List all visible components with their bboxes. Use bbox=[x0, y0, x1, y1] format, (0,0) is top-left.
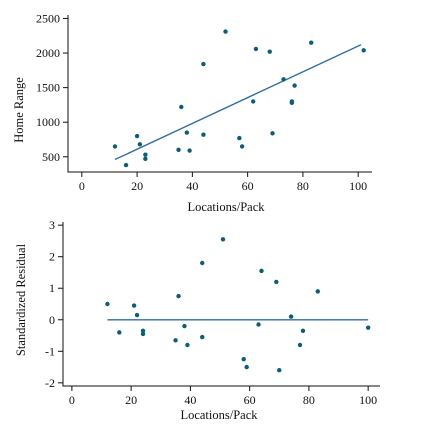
data-point bbox=[309, 40, 314, 45]
data-point bbox=[361, 48, 366, 53]
data-point bbox=[267, 49, 272, 54]
x-tick-label: 20 bbox=[125, 393, 137, 407]
data-point bbox=[173, 338, 178, 343]
data-point bbox=[143, 152, 148, 157]
data-point bbox=[123, 162, 129, 168]
y-tick-label: -2 bbox=[45, 376, 55, 390]
regression-line bbox=[114, 44, 362, 161]
data-point bbox=[256, 322, 261, 327]
data-point bbox=[297, 342, 303, 348]
data-point bbox=[277, 368, 282, 373]
bottom-axes-frame bbox=[62, 222, 380, 387]
data-point bbox=[289, 100, 295, 106]
data-point bbox=[223, 29, 228, 34]
x-tick-label: 80 bbox=[297, 179, 309, 193]
y-tick-label: -1 bbox=[45, 344, 55, 358]
top-x-axis-title: Locations/Pack bbox=[187, 200, 265, 214]
data-point bbox=[201, 132, 206, 137]
bottom-y-axis-ticks: -2 -1 0 1 2 3 bbox=[45, 218, 63, 390]
x-tick-label: 80 bbox=[303, 393, 315, 407]
data-point bbox=[134, 312, 140, 318]
y-tick-label: 2000 bbox=[36, 46, 60, 60]
data-point bbox=[112, 144, 118, 149]
home-range-scatter-panel: 500 1000 1500 2000 2500 0 20 40 60 80 100 Locatio… bbox=[12, 11, 372, 214]
data-point bbox=[140, 328, 146, 334]
data-point bbox=[315, 289, 320, 294]
top-y-axis-title: Home Range bbox=[12, 77, 26, 143]
data-point bbox=[259, 268, 264, 274]
data-point bbox=[187, 148, 192, 153]
y-tick-label: 2 bbox=[49, 250, 55, 264]
data-point bbox=[292, 83, 297, 88]
y-tick-label: 3 bbox=[49, 218, 55, 232]
data-point bbox=[182, 323, 187, 329]
data-point bbox=[184, 130, 190, 135]
y-tick-label: 1 bbox=[49, 281, 55, 295]
data-point bbox=[179, 104, 184, 110]
x-tick-label: 60 bbox=[242, 179, 254, 193]
x-tick-label: 60 bbox=[244, 393, 256, 407]
data-point bbox=[143, 156, 148, 162]
data-point bbox=[281, 77, 286, 82]
data-point bbox=[185, 342, 190, 348]
data-point bbox=[253, 46, 259, 52]
data-point bbox=[134, 133, 140, 139]
data-point bbox=[365, 325, 371, 330]
data-point bbox=[220, 237, 226, 242]
y-tick-label: 500 bbox=[42, 150, 60, 164]
x-tick-label: 100 bbox=[349, 179, 367, 193]
x-tick-label: 40 bbox=[184, 393, 196, 407]
residual-scatter-panel: -2 -1 0 1 2 3 0 20 40 60 80 100 Locations/Pack Sta… bbox=[14, 218, 380, 422]
top-x-axis-ticks: 0 20 40 60 80 100 bbox=[79, 172, 367, 193]
data-point bbox=[200, 334, 205, 340]
data-point bbox=[200, 260, 205, 266]
data-point bbox=[176, 293, 181, 299]
data-point bbox=[137, 142, 143, 147]
data-point bbox=[176, 147, 181, 153]
x-tick-label: 0 bbox=[69, 393, 75, 407]
data-point bbox=[105, 301, 110, 307]
data-point bbox=[239, 144, 245, 149]
data-point bbox=[241, 356, 246, 362]
data-point bbox=[288, 314, 294, 319]
data-point bbox=[250, 99, 256, 104]
data-point bbox=[140, 331, 146, 337]
x-tick-label: 40 bbox=[186, 179, 198, 193]
residual-points bbox=[105, 237, 371, 373]
y-tick-label: 0 bbox=[49, 313, 55, 327]
data-point bbox=[117, 330, 122, 335]
data-point bbox=[274, 279, 279, 285]
home-range-points bbox=[112, 29, 366, 168]
data-point bbox=[131, 303, 137, 308]
top-axes-frame bbox=[67, 15, 372, 173]
bottom-x-axis-title: Locations/Pack bbox=[180, 408, 258, 422]
data-point bbox=[300, 328, 306, 334]
bottom-x-axis-ticks: 0 20 40 60 80 100 bbox=[69, 386, 377, 407]
bottom-y-axis-title: Standardized Residual bbox=[14, 243, 28, 356]
data-point bbox=[270, 131, 275, 136]
data-point bbox=[237, 135, 242, 141]
top-y-axis-ticks: 500 1000 1500 2000 2500 bbox=[36, 11, 68, 164]
data-point bbox=[244, 364, 249, 370]
x-tick-label: 100 bbox=[359, 393, 377, 407]
y-tick-label: 2500 bbox=[36, 11, 60, 25]
y-tick-label: 1000 bbox=[36, 115, 60, 129]
x-tick-label: 0 bbox=[79, 179, 85, 193]
x-tick-label: 20 bbox=[131, 179, 143, 193]
y-tick-label: 1500 bbox=[36, 81, 60, 95]
data-point bbox=[201, 61, 206, 67]
